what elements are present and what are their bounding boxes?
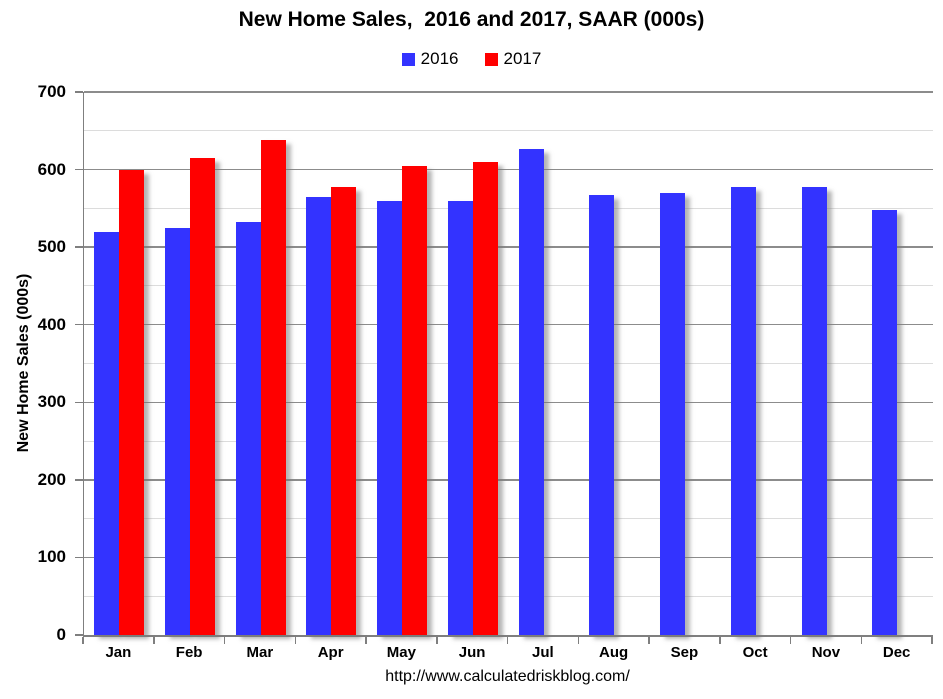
bar-2016-Aug <box>589 195 615 635</box>
x-tick-label-Jun: Jun <box>458 644 486 661</box>
y-tick-mark-700 <box>75 91 83 93</box>
x-tick-mark-10 <box>789 637 792 644</box>
minor-gridline-250 <box>84 440 933 442</box>
x-tick-mark-2 <box>223 637 226 644</box>
bar-2016-Feb <box>164 227 190 635</box>
plot-area <box>83 91 933 637</box>
x-tick-label-Mar: Mar <box>246 644 274 661</box>
bar-2016-May <box>377 200 402 635</box>
bar-2016-Jun <box>447 201 473 635</box>
bar-2016-Dec <box>872 209 898 635</box>
x-tick-mark-11 <box>860 637 862 644</box>
x-tick-mark-3 <box>294 637 296 644</box>
bar-2017-Mar <box>260 140 286 635</box>
chart-title: New Home Sales, 2016 and 2017, SAAR (000… <box>238 8 705 31</box>
legend-swatch-2016 <box>401 52 415 66</box>
bar-2016-Jul <box>518 148 544 635</box>
legend-label-2016: 2016 <box>420 49 459 68</box>
y-tick-mark-600 <box>75 168 83 171</box>
major-gridline-700 <box>84 91 933 93</box>
major-gridline-100 <box>84 556 933 559</box>
y-tick-label-300: 300 <box>37 392 66 412</box>
bar-2016-Nov <box>801 186 827 635</box>
x-tick-label-May: May <box>386 644 416 661</box>
bar-2017-Apr <box>331 187 357 635</box>
major-gridline-400 <box>84 323 933 326</box>
minor-gridline-350 <box>84 363 933 364</box>
y-tick-label-500: 500 <box>37 237 66 257</box>
minor-gridline-450 <box>84 285 933 287</box>
legend-item-2017: 2017 <box>484 49 542 69</box>
minor-gridline-550 <box>84 207 933 209</box>
bar-2016-Oct <box>730 187 756 635</box>
y-tick-label-0: 0 <box>56 625 66 644</box>
minor-gridline-150 <box>84 518 933 520</box>
x-tick-mark-0 <box>82 637 84 644</box>
y-tick-label-100: 100 <box>37 547 66 567</box>
bar-2016-Apr <box>306 196 332 635</box>
major-gridline-600 <box>84 168 933 171</box>
legend-item-2016: 2016 <box>401 49 459 69</box>
y-tick-label-600: 600 <box>37 159 66 179</box>
y-tick-mark-400 <box>75 323 83 326</box>
legend-label-2017: 2017 <box>503 49 542 68</box>
footer-url: http://www.calculatedriskblog.com/ <box>385 668 630 685</box>
legend-swatch-2017 <box>484 52 498 66</box>
bar-2016-Mar <box>235 221 261 635</box>
y-tick-mark-100 <box>75 556 83 559</box>
x-tick-mark-12 <box>931 637 933 644</box>
bar-2017-Jun <box>472 161 498 635</box>
bar-2017-Feb <box>189 157 215 635</box>
major-gridline-500 <box>84 246 933 248</box>
x-tick-mark-7 <box>577 637 579 644</box>
y-tick-mark-300 <box>75 401 83 404</box>
x-tick-mark-1 <box>153 637 155 644</box>
y-tick-label-400: 400 <box>37 314 66 334</box>
y-axis-tick-labels: 0 100 200 300 400 500 600 700 <box>0 83 66 644</box>
y-tick-label-200: 200 <box>37 469 66 489</box>
y-tick-mark-200 <box>75 479 83 481</box>
minor-gridline-650 <box>84 130 933 132</box>
x-tick-mark-6 <box>506 637 509 644</box>
bar-2016-Sep <box>660 192 685 635</box>
x-tick-label-Apr: Apr <box>317 644 344 661</box>
x-tick-label-Sep: Sep <box>670 644 699 661</box>
x-tick-label-Dec: Dec <box>882 644 911 661</box>
bar-2017-Jan <box>119 170 144 635</box>
x-tick-mark-4 <box>365 637 367 644</box>
x-tick-label-Nov: Nov <box>811 644 841 661</box>
legend: 2016 2017 <box>0 48 943 70</box>
x-tick-label-Feb: Feb <box>175 644 203 661</box>
x-tick-mark-9 <box>719 637 721 644</box>
x-tick-label-Jul: Jul <box>532 644 554 661</box>
bar-2016-Jan <box>94 231 119 635</box>
y-tick-mark-0 <box>75 634 83 636</box>
x-tick-mark-8 <box>648 637 650 644</box>
bar-2017-May <box>402 165 427 635</box>
y-tick-label-700: 700 <box>37 82 66 101</box>
x-tick-label-Oct: Oct <box>742 644 768 661</box>
x-axis-tick-labels: Jan Feb Mar Apr May Jun Jul Aug Sep Oct Nov Dec <box>83 644 932 662</box>
x-tick-label-Aug: Aug <box>599 644 629 661</box>
minor-gridline-50 <box>84 595 933 597</box>
x-tick-label-Jan: Jan <box>105 644 132 661</box>
major-gridline-200 <box>84 479 933 481</box>
major-gridline-300 <box>84 401 933 404</box>
y-tick-mark-500 <box>75 246 83 248</box>
x-tick-mark-5 <box>436 637 438 644</box>
